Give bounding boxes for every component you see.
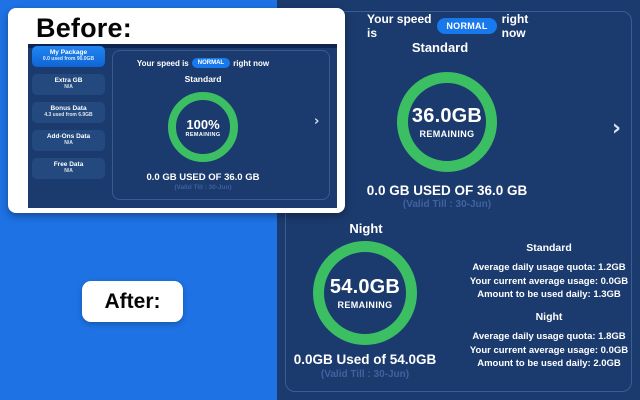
mini-usage-line: 0.0 GB USED OF 36.0 GB: [146, 172, 260, 183]
sidebar-item-sub: 0.0 used from 90.0GB: [42, 56, 95, 62]
mini-remaining-value: 100%: [186, 116, 220, 132]
sidebar-item-my-package[interactable]: My Package 0.0 used from 90.0GB: [32, 46, 105, 67]
standard-usage-ring: 36.0GB REMAINING: [397, 72, 497, 172]
stats-line: Amount to be used daily: 2.0GB: [477, 358, 621, 369]
mini-usage-ring: 100% REMAINING: [168, 92, 238, 162]
standard-usage-line: 0.0 GB USED OF 36.0 GB: [366, 183, 528, 198]
stats-night-title: Night: [535, 311, 563, 323]
speed-suffix-text: right now: [233, 58, 270, 68]
night-usage-line: 0.0GB Used of 54.0GB: [293, 352, 437, 367]
mini-standard-title: Standard: [184, 74, 222, 84]
after-extension-panel: Your speed is NORMAL right now Standard …: [277, 0, 640, 400]
sidebar-item-sub: N/A: [64, 84, 73, 90]
standard-remaining-value: 36.0GB: [411, 105, 483, 127]
sidebar-item-add-ons-data[interactable]: Add-Ons Data N/A: [32, 130, 105, 151]
mini-topbar: [28, 44, 337, 48]
standard-remaining-label: REMAINING: [419, 129, 475, 139]
night-section-title: Night: [349, 221, 383, 236]
sidebar-item-sub: N/A: [64, 168, 73, 174]
speed-prefix-text: Your speed is: [136, 58, 189, 68]
night-usage-ring: 54.0GB REMAINING: [313, 241, 417, 345]
night-remaining-label: REMAINING: [337, 300, 393, 310]
standard-stats-block: Standard Average daily usage quota: 1.2G…: [461, 242, 637, 302]
stats-line: Average daily usage quota: 1.2GB: [472, 262, 626, 273]
night-remaining-value: 54.0GB: [329, 276, 401, 298]
standard-valid-till: (Valid Till : 30-Jun): [402, 199, 492, 210]
night-stats-block: Night Average daily usage quota: 1.8GB Y…: [461, 311, 637, 371]
mini-main-border: [112, 50, 330, 200]
stats-line: Amount to be used daily: 1.3GB: [477, 289, 621, 300]
before-label: Before:: [36, 13, 132, 43]
stats-line: Average daily usage quota: 1.8GB: [472, 331, 626, 342]
stats-standard-title: Standard: [526, 242, 572, 254]
speed-status-row: Your speed is NORMAL right now: [367, 12, 547, 40]
mini-remaining-label: REMAINING: [185, 131, 221, 138]
speed-suffix-text: right now: [501, 12, 529, 40]
after-label: After:: [104, 289, 161, 313]
sidebar-item-label: Free Data: [53, 161, 84, 168]
speed-status-badge: NORMAL: [437, 18, 497, 34]
sidebar-item-extra-gb[interactable]: Extra GB N/A: [32, 74, 105, 95]
sidebar-item-free-data[interactable]: Free Data N/A: [32, 158, 105, 179]
chevron-right-icon[interactable]: ›: [314, 114, 320, 129]
sidebar-item-label: Bonus Data: [50, 105, 87, 112]
stats-line: Your current average usage: 0.0GB: [469, 344, 629, 356]
sidebar-item-sub: 4.3 used from 6.9GB: [44, 112, 93, 118]
sidebar-item-bonus-data[interactable]: Bonus Data 4.3 used from 6.9GB: [32, 102, 105, 123]
before-screenshot: My Package 0.0 used from 90.0GB Extra GB…: [28, 44, 337, 208]
chevron-right-icon[interactable]: ›: [612, 116, 622, 141]
speed-prefix-text: Your speed is: [367, 12, 432, 40]
mini-valid-till: (Valid Till : 30-Jun): [174, 184, 232, 191]
mini-speed-status-row: Your speed is NORMAL right now: [123, 56, 283, 70]
after-label-box: After:: [82, 281, 183, 322]
package-sidebar: My Package 0.0 used from 90.0GB Extra GB…: [31, 46, 107, 186]
stats-line: Your current average usage: 0.0GB: [469, 275, 629, 287]
standard-section-title: Standard: [411, 40, 469, 55]
sidebar-item-label: My Package: [49, 49, 88, 56]
sidebar-item-label: Add-Ons Data: [46, 133, 91, 140]
speed-status-badge: NORMAL: [191, 58, 231, 68]
sidebar-item-sub: N/A: [64, 140, 73, 146]
night-valid-till: (Valid Till : 30-Jun): [320, 369, 410, 380]
sidebar-item-label: Extra GB: [54, 77, 83, 84]
before-card: Before: My Package 0.0 used from 90.0GB …: [8, 8, 345, 213]
